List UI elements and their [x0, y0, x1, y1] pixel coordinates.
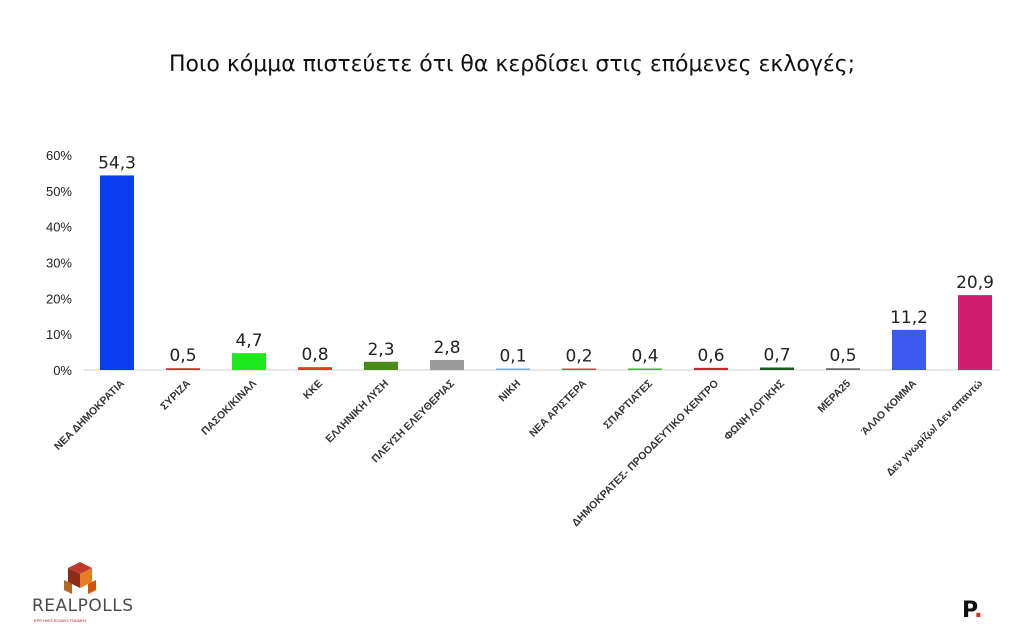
category-label: ΝΕΑ ΔΗΜΟΚΡΑΤΙΑ [52, 377, 127, 452]
data-label: 0,8 [301, 345, 328, 365]
bar [694, 367, 728, 370]
p-logo-dot: . [974, 598, 983, 623]
data-label: 11,2 [890, 308, 928, 328]
category-label: ΣΠΑΡΤΙΑΤΕΣ [601, 378, 655, 432]
y-tick-label: 30% [46, 256, 72, 271]
category-label: ΣΥΡΙΖΑ [158, 377, 193, 412]
bar [958, 295, 992, 370]
y-tick-label: 50% [46, 184, 72, 199]
bar [562, 368, 596, 370]
realpolls-tagline: ΕΡΕΥΝΕΣ ΚΟΙΝΗΣ ΓΝΩΜΗΣ [34, 618, 87, 623]
chart-title: Ποιο κόμμα πιστεύετε ότι θα κερδίσει στι… [168, 52, 856, 77]
data-label: 0,5 [169, 346, 196, 366]
bar [496, 368, 530, 370]
bar [232, 353, 266, 370]
category-label: ΆΛΛΟ ΚΟΜΜΑ [859, 377, 919, 437]
bar [892, 329, 926, 370]
data-label: 0,2 [565, 347, 592, 367]
bar [100, 175, 134, 370]
bar [760, 367, 794, 370]
bar [166, 368, 200, 370]
category-label: ΦΩΝΗ ΛΟΓΙΚΗΣ [722, 378, 787, 443]
y-tick-label: 20% [46, 291, 72, 306]
bar [430, 359, 464, 370]
p-logo-letter: P [962, 598, 975, 623]
bar [364, 361, 398, 370]
category-label: ΚΚΕ [301, 378, 325, 402]
y-tick-label: 60% [46, 148, 72, 163]
bar [298, 367, 332, 370]
data-label: 2,8 [433, 338, 460, 358]
category-label: ΝΕΑ ΑΡΙΣΤΕΡΑ [527, 377, 589, 439]
data-label: 54,3 [98, 153, 136, 173]
y-tick-label: 0% [53, 363, 72, 378]
category-label: ΔΗΜΟΚΡΑΤΕΣ- ΠΡΟΟΔΕΥΤΙΚΟ ΚΕΝΤΡΟ [570, 378, 721, 529]
cube-logo-icon [64, 562, 96, 594]
category-label: ΠΑΣΟΚ/ΚΙΝΑΛ [199, 378, 259, 438]
data-label: 2,3 [367, 340, 394, 360]
bar [826, 368, 860, 370]
data-label: 0,5 [829, 346, 856, 366]
data-label: 4,7 [235, 331, 262, 351]
data-label: 20,9 [956, 273, 994, 293]
realpolls-wordmark: REALPOLLS [32, 596, 134, 616]
data-label: 0,1 [499, 347, 526, 367]
data-label: 0,6 [697, 346, 724, 366]
category-label: ΝΙΚΗ [496, 378, 523, 405]
category-label: ΕΛΛΗΝΙΚΗ ΛΥΣΗ [323, 378, 391, 446]
data-label: 0,4 [631, 347, 658, 367]
y-tick-label: 40% [46, 220, 72, 235]
category-label: ΜΕΡΑ25 [815, 378, 853, 416]
p-logo: P. [962, 598, 982, 623]
data-label: 0,7 [763, 345, 790, 365]
bar [628, 368, 662, 370]
realpolls-logo: REALPOLLS ΕΡΕΥΝΕΣ ΚΟΙΝΗΣ ΓΝΩΜΗΣ [28, 560, 133, 630]
y-tick-label: 10% [46, 327, 72, 342]
